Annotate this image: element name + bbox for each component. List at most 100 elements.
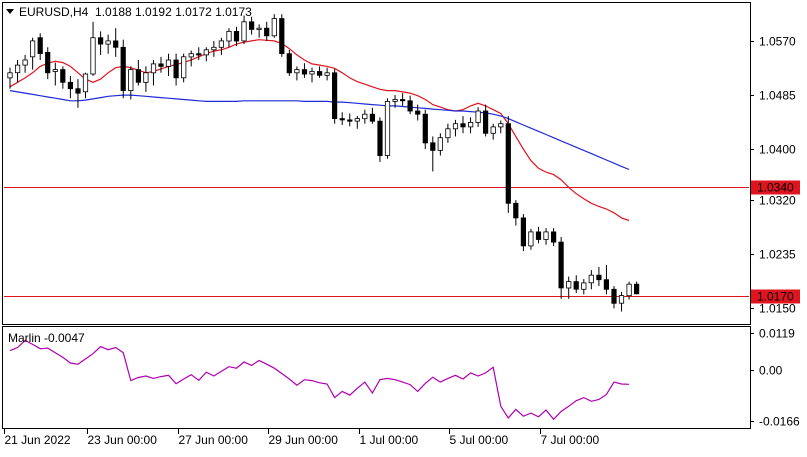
candle-body bbox=[22, 59, 28, 66]
candle-body bbox=[67, 81, 73, 90]
candle bbox=[203, 47, 209, 62]
candle-body bbox=[558, 241, 564, 289]
candle bbox=[445, 123, 451, 143]
candle bbox=[233, 26, 240, 47]
candle-body bbox=[452, 123, 459, 130]
candle-body bbox=[211, 46, 217, 51]
candle-body bbox=[45, 52, 51, 74]
candle-body bbox=[467, 122, 474, 128]
candle-body bbox=[369, 113, 376, 122]
candle-body bbox=[150, 63, 157, 74]
candle bbox=[173, 53, 179, 86]
candle bbox=[369, 107, 376, 124]
candle bbox=[7, 67, 13, 89]
candle-body bbox=[528, 231, 534, 247]
candle-body bbox=[498, 123, 504, 128]
candle-body bbox=[52, 69, 58, 72]
ma-slow-line bbox=[9, 90, 630, 171]
candle-body bbox=[60, 69, 66, 83]
candle bbox=[460, 116, 466, 134]
candle-body bbox=[82, 73, 89, 93]
candle bbox=[430, 136, 436, 172]
indicator-layer bbox=[9, 339, 630, 421]
candle bbox=[377, 117, 383, 162]
candle bbox=[498, 120, 504, 134]
candle-body bbox=[551, 231, 557, 243]
candle bbox=[37, 33, 43, 61]
candle bbox=[211, 40, 217, 57]
candle bbox=[165, 53, 172, 76]
x-tick-label: 1 Jul 00:00 bbox=[360, 433, 419, 447]
level-tag bbox=[751, 289, 800, 304]
candle bbox=[596, 266, 602, 287]
candle bbox=[331, 68, 338, 124]
candle bbox=[158, 56, 164, 73]
candle bbox=[399, 93, 406, 106]
candle bbox=[241, 15, 247, 45]
candle bbox=[581, 279, 587, 295]
candle bbox=[588, 270, 594, 290]
candle-body bbox=[120, 46, 126, 91]
candle bbox=[143, 66, 149, 92]
candle-body bbox=[581, 282, 587, 290]
candle bbox=[566, 276, 572, 299]
candle-body bbox=[618, 295, 625, 304]
y-tick-label: 1.0235 bbox=[759, 248, 796, 262]
candle-body bbox=[188, 53, 194, 58]
candle-body bbox=[105, 40, 111, 45]
candle-body bbox=[309, 71, 315, 75]
candle bbox=[551, 228, 557, 246]
candle bbox=[294, 66, 300, 81]
triangle-down-icon[interactable] bbox=[6, 9, 14, 14]
candle bbox=[490, 123, 496, 140]
candle-body bbox=[520, 217, 527, 247]
candle-body bbox=[196, 53, 202, 56]
candle bbox=[384, 98, 391, 159]
candle-body bbox=[513, 202, 519, 219]
main-chart-layer bbox=[4, 14, 749, 312]
candle-body bbox=[475, 110, 481, 123]
x-tick-label: 7 Jul 00:00 bbox=[541, 433, 600, 447]
candle bbox=[603, 265, 610, 295]
candle bbox=[301, 63, 308, 78]
candle-body bbox=[573, 281, 579, 290]
candle-body bbox=[347, 119, 353, 122]
candle-body bbox=[331, 72, 338, 120]
candle bbox=[634, 281, 640, 295]
candle bbox=[256, 24, 262, 38]
candle bbox=[120, 39, 126, 99]
candle bbox=[82, 72, 89, 99]
candle bbox=[415, 104, 421, 121]
candle bbox=[218, 37, 224, 55]
candle bbox=[316, 66, 323, 78]
y-tick-label: 1.0150 bbox=[759, 302, 796, 316]
candle bbox=[98, 31, 104, 55]
candle-body bbox=[430, 142, 436, 151]
candle-body bbox=[445, 128, 451, 139]
x-tick-label: 29 Jun 00:00 bbox=[269, 433, 339, 447]
candle-body bbox=[407, 100, 413, 112]
candle bbox=[29, 37, 36, 70]
candle-body bbox=[301, 69, 308, 75]
candle-body bbox=[460, 123, 466, 128]
candle bbox=[279, 14, 285, 57]
marlin-line bbox=[9, 339, 630, 421]
y-tick-label: 1.0320 bbox=[759, 194, 796, 208]
candle bbox=[75, 79, 81, 108]
y-tick-label: 1.0570 bbox=[759, 35, 796, 49]
candle bbox=[90, 21, 96, 76]
candle bbox=[573, 275, 579, 294]
level-tag bbox=[751, 180, 800, 195]
candle-body bbox=[415, 110, 421, 115]
candle-body bbox=[437, 137, 443, 151]
candle-body bbox=[422, 113, 428, 144]
candle bbox=[128, 66, 134, 100]
main-chart-frame bbox=[2, 2, 751, 325]
candle bbox=[150, 60, 157, 86]
candle bbox=[309, 67, 315, 83]
candle-body bbox=[566, 281, 572, 289]
candle-body bbox=[98, 37, 104, 45]
candle-body bbox=[264, 27, 270, 37]
candle-body bbox=[241, 21, 247, 42]
